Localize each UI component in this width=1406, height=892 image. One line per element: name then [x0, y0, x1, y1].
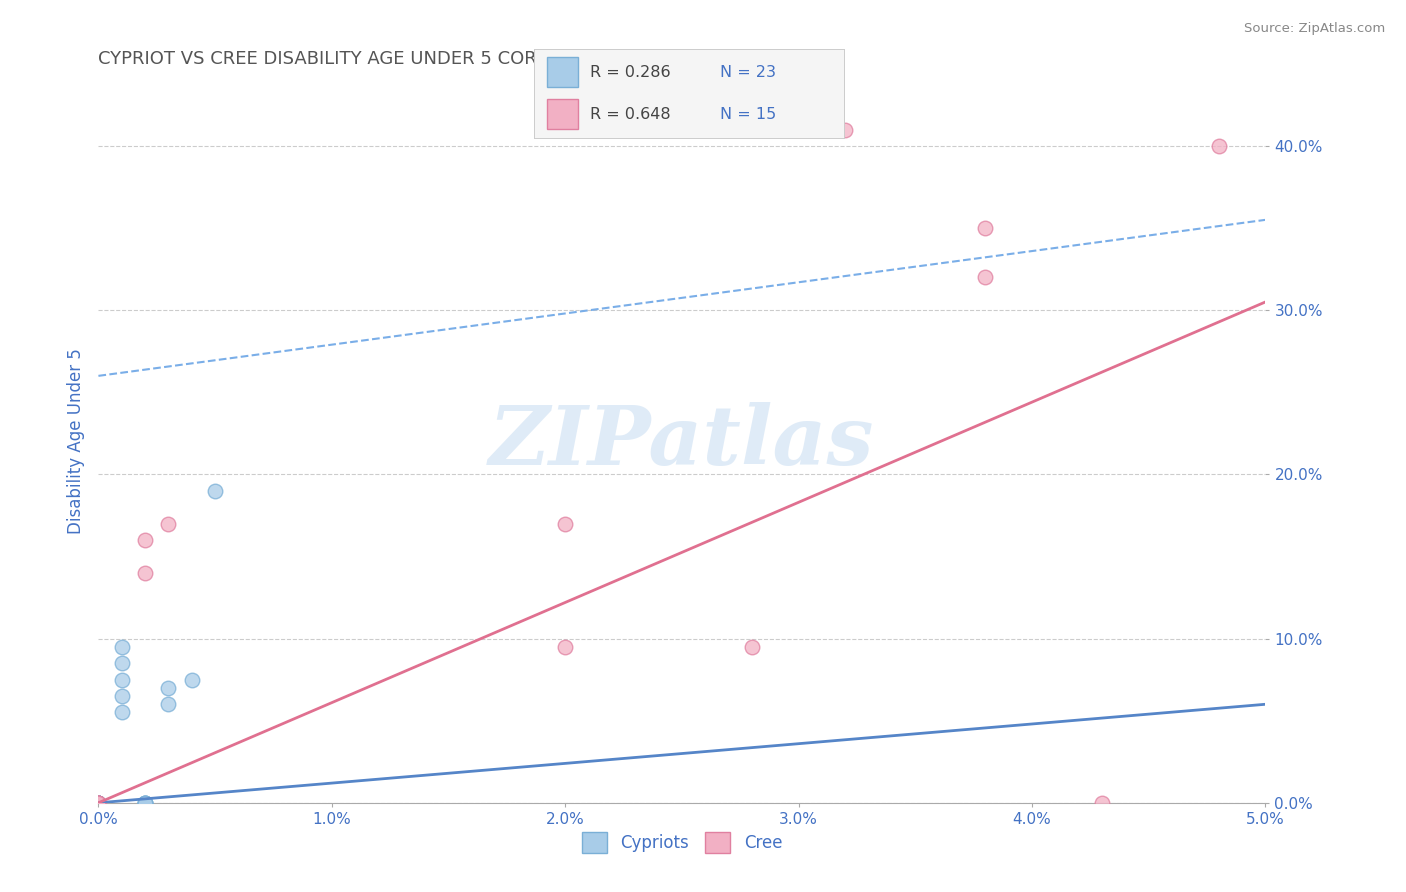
Bar: [547, 99, 578, 129]
Legend: Cypriots, Cree: Cypriots, Cree: [575, 826, 789, 860]
Point: [134, 796, 156, 810]
Point: [87, 796, 110, 810]
Text: N = 15: N = 15: [720, 107, 776, 121]
Point: [87, 796, 110, 810]
Point: [87, 796, 110, 810]
Bar: [547, 57, 578, 87]
Point: [111, 640, 134, 654]
Point: [87, 796, 110, 810]
Text: CYPRIOT VS CREE DISABILITY AGE UNDER 5 CORRELATION CHART: CYPRIOT VS CREE DISABILITY AGE UNDER 5 C…: [98, 50, 693, 68]
Point: [134, 796, 156, 810]
Point: [87, 796, 110, 810]
Text: R = 0.648: R = 0.648: [591, 107, 671, 121]
Point: [87, 796, 110, 810]
Point: [157, 698, 180, 712]
Text: R = 0.286: R = 0.286: [591, 65, 671, 79]
Point: [134, 566, 156, 580]
Point: [834, 122, 856, 136]
Point: [87, 796, 110, 810]
Point: [554, 516, 576, 531]
Point: [554, 640, 576, 654]
Point: [111, 706, 134, 720]
Point: [87, 796, 110, 810]
Point: [741, 640, 763, 654]
Point: [974, 270, 997, 285]
Point: [180, 673, 202, 687]
Point: [204, 483, 226, 498]
Y-axis label: Disability Age Under 5: Disability Age Under 5: [66, 349, 84, 534]
Point: [87, 796, 110, 810]
Point: [157, 681, 180, 695]
Point: [111, 657, 134, 671]
Text: N = 23: N = 23: [720, 65, 776, 79]
Point: [134, 533, 156, 547]
Point: [157, 516, 180, 531]
Point: [87, 796, 110, 810]
Point: [111, 673, 134, 687]
Point: [974, 221, 997, 235]
Point: [87, 796, 110, 810]
Text: Source: ZipAtlas.com: Source: ZipAtlas.com: [1244, 22, 1385, 36]
Point: [111, 689, 134, 703]
Point: [1091, 796, 1114, 810]
Text: ZIPatlas: ZIPatlas: [489, 401, 875, 482]
Point: [134, 796, 156, 810]
Point: [134, 796, 156, 810]
Point: [1208, 139, 1230, 153]
Point: [87, 796, 110, 810]
Point: [87, 796, 110, 810]
Point: [87, 796, 110, 810]
